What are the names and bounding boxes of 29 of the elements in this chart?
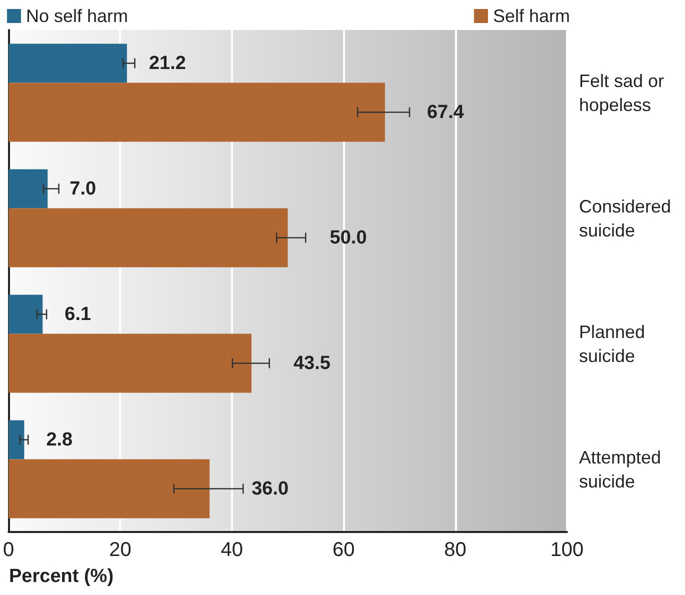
x-tick-label: 0: [3, 539, 14, 561]
legend-label: No self harm: [26, 6, 128, 26]
x-tick-label: 100: [550, 539, 584, 561]
y-tick-label: Planned suicide: [579, 322, 646, 366]
data-label: 2.8: [46, 429, 73, 450]
data-label: 36.0: [252, 478, 289, 500]
legend-label: Self harm: [492, 6, 570, 26]
data-label: 21.2: [148, 52, 186, 74]
data-label: 50.0: [330, 227, 367, 248]
bar: [8, 82, 385, 142]
bar: [8, 334, 252, 393]
y-tick-label: Felt sad or hopeless: [579, 70, 664, 115]
x-tick-label: 80: [444, 539, 466, 561]
bar: [8, 294, 43, 334]
bar: [8, 208, 288, 268]
x-tick-label: 40: [220, 539, 244, 561]
bar: [8, 44, 127, 83]
bar: [8, 420, 24, 460]
y-tick-label: Attempted suicide: [579, 447, 662, 492]
y-tick-label: Considered suicide: [579, 196, 672, 240]
x-tick-label: 20: [109, 539, 132, 561]
x-axis-title: Percent (%): [9, 566, 114, 587]
data-label: 6.1: [64, 304, 92, 325]
bar: [8, 169, 48, 208]
data-label: 67.4: [426, 102, 464, 123]
data-label: 43.5: [293, 352, 331, 374]
bar: [8, 459, 210, 518]
x-tick-label: 60: [332, 539, 355, 561]
data-label: 7.0: [70, 178, 96, 200]
